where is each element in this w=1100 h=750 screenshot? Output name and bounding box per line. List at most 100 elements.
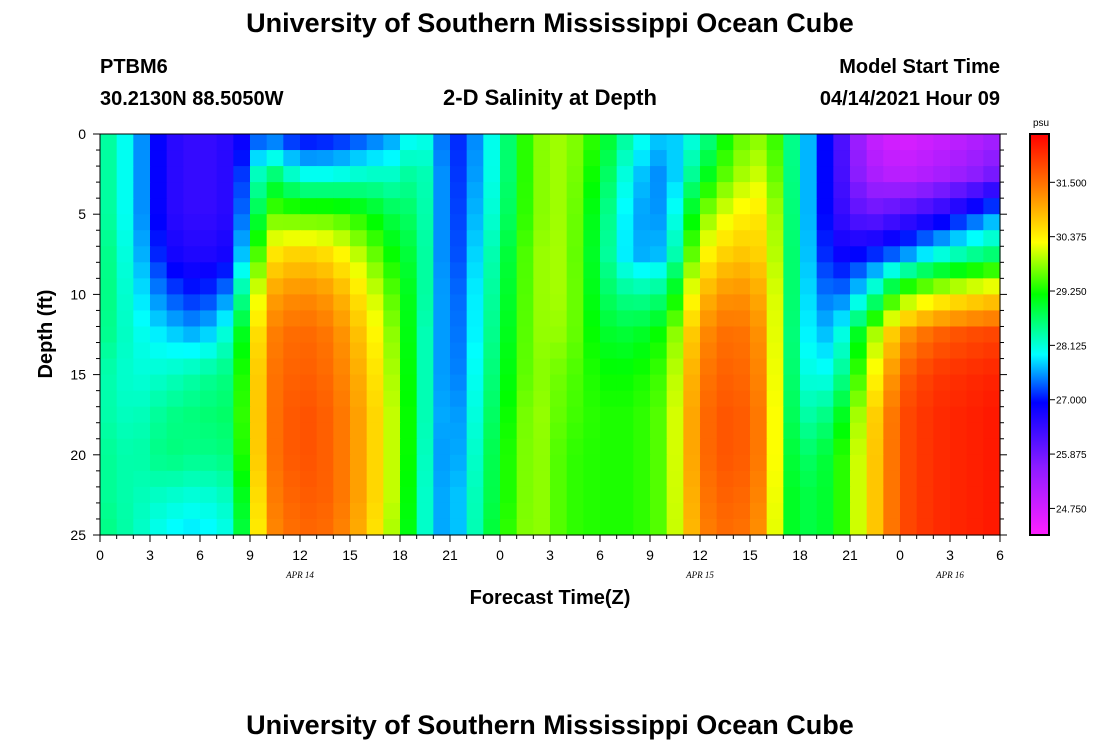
heatmap-cell [583, 374, 601, 392]
heatmap-cell [883, 326, 901, 344]
heatmap-cell [883, 438, 901, 456]
heatmap-cell [416, 438, 434, 456]
heatmap-cell [533, 262, 551, 279]
heatmap-cell [933, 150, 951, 167]
heatmap-cell [883, 502, 901, 520]
heatmap-cell [100, 326, 118, 344]
heatmap-cell [183, 342, 201, 360]
heatmap-cell [516, 246, 534, 263]
heatmap-cell [433, 150, 451, 167]
heatmap-cell [516, 406, 534, 424]
x-date-label: APR 16 [935, 570, 964, 580]
heatmap-cell [250, 422, 268, 440]
heatmap-cell [533, 390, 551, 408]
heatmap-cell [750, 310, 768, 328]
heatmap-cell [400, 390, 418, 408]
heatmap-cell [783, 502, 801, 520]
heatmap-cell [416, 294, 434, 312]
heatmap-cell [450, 502, 468, 520]
heatmap-cell [866, 470, 884, 488]
heatmap-cell [833, 502, 851, 520]
heatmap-cell [433, 406, 451, 424]
heatmap-cell [983, 246, 1001, 263]
heatmap-cell [966, 374, 984, 392]
heatmap-cell [566, 374, 584, 392]
heatmap-cell [233, 182, 251, 199]
heatmap-cell [183, 310, 201, 328]
colorbar: psu 31.500 30.375 29.250 28.125 27.000 25.875… [1029, 118, 1087, 536]
heatmap-cell [333, 486, 351, 504]
heatmap-cell [666, 406, 684, 424]
heatmap-cell [166, 262, 184, 279]
heatmap-cell [583, 294, 601, 312]
heatmap-cell [283, 342, 301, 360]
heatmap-cell [400, 182, 418, 199]
heatmap-cell [483, 246, 501, 263]
heatmap-cell [183, 518, 201, 536]
heatmap-cell [366, 246, 384, 263]
colorbar-tick-label: 27.000 [1056, 396, 1087, 407]
heatmap-cell [766, 502, 784, 520]
heatmap-cell [450, 390, 468, 408]
heatmap-cell [150, 326, 168, 344]
heatmap-cell [700, 502, 718, 520]
heatmap-cell [366, 518, 384, 536]
heatmap-cell [866, 134, 884, 151]
heatmap-cell [966, 294, 984, 312]
heatmap-cell [766, 486, 784, 504]
heatmap-cell [833, 342, 851, 360]
heatmap-cell [433, 166, 451, 183]
heatmap-cell [200, 374, 218, 392]
heatmap-cell [650, 262, 668, 279]
heatmap-cell [466, 278, 484, 295]
heatmap-cell [650, 470, 668, 488]
heatmap-cell [533, 358, 551, 376]
heatmap-cell [516, 390, 534, 408]
heatmap-cell [550, 470, 568, 488]
heatmap-cell [866, 294, 884, 312]
heatmap-cell [683, 342, 701, 360]
heatmap-cell [766, 230, 784, 247]
heatmap-cell [433, 374, 451, 392]
heatmap-cell [900, 310, 918, 328]
heatmap-cell [416, 166, 434, 183]
heatmap-cell [683, 390, 701, 408]
heatmap-cell [733, 422, 751, 440]
heatmap-cell [966, 150, 984, 167]
heatmap-cell [333, 246, 351, 263]
heatmap-cell [500, 422, 518, 440]
heatmap-cell [450, 374, 468, 392]
heatmap-cell [483, 470, 501, 488]
heatmap-cell [383, 454, 401, 472]
heatmap-cell [133, 342, 151, 360]
heatmap-cell [866, 406, 884, 424]
heatmap-cell [500, 246, 518, 263]
heatmap-cell [633, 438, 651, 456]
heatmap-cell [850, 214, 868, 231]
heatmap-cell [150, 134, 168, 151]
heatmap-cell [200, 150, 218, 167]
heatmap-cell [633, 326, 651, 344]
heatmap-cell [666, 454, 684, 472]
heatmap-cell [350, 246, 368, 263]
heatmap-cell [116, 486, 134, 504]
heatmap-cell [950, 262, 968, 279]
heatmap-cell [883, 182, 901, 199]
heatmap-cell [133, 326, 151, 344]
heatmap-cell [700, 454, 718, 472]
heatmap-cell [550, 262, 568, 279]
heatmap-cell [600, 214, 618, 231]
heatmap-cell [666, 310, 684, 328]
heatmap-cell [650, 278, 668, 295]
heatmap-cell [350, 134, 368, 151]
heatmap-cell [566, 246, 584, 263]
heatmap-cell [833, 134, 851, 151]
heatmap-cell [733, 262, 751, 279]
heatmap-cell [766, 278, 784, 295]
heatmap-cell [433, 326, 451, 344]
heatmap-cell [566, 502, 584, 520]
heatmap-cell [350, 422, 368, 440]
heatmap-cell [583, 198, 601, 215]
heatmap-cell [400, 262, 418, 279]
heatmap-cell [450, 326, 468, 344]
